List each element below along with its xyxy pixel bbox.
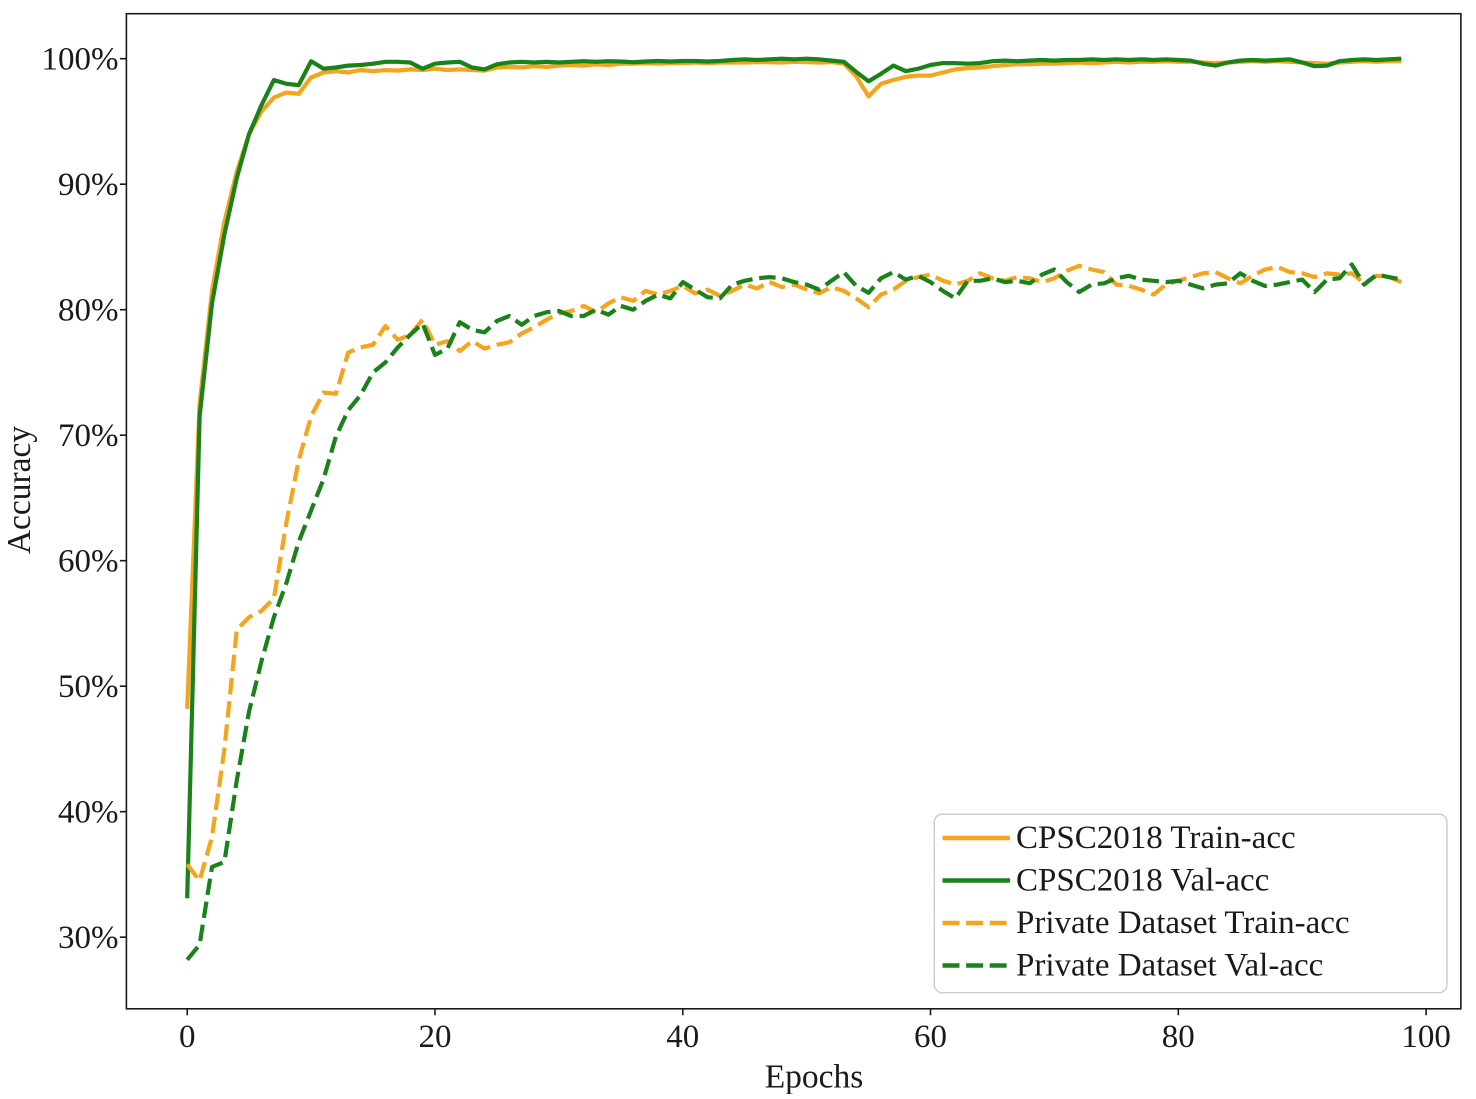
svg-text:0: 0: [179, 1019, 196, 1055]
svg-text:100%: 100%: [42, 42, 119, 78]
svg-text:Epochs: Epochs: [765, 1059, 864, 1095]
svg-text:CPSC2018 Train-acc: CPSC2018 Train-acc: [1016, 820, 1296, 856]
svg-text:CPSC2018 Val-acc: CPSC2018 Val-acc: [1016, 863, 1269, 899]
svg-text:20: 20: [419, 1019, 452, 1055]
svg-text:Accuracy: Accuracy: [1, 426, 38, 555]
svg-text:70%: 70%: [58, 418, 119, 454]
svg-text:40%: 40%: [58, 795, 119, 831]
svg-text:50%: 50%: [58, 669, 119, 705]
svg-text:80: 80: [1162, 1019, 1195, 1055]
svg-text:60%: 60%: [58, 544, 119, 580]
svg-text:Private Dataset Val-acc: Private Dataset Val-acc: [1016, 948, 1323, 984]
svg-text:90%: 90%: [58, 167, 119, 203]
svg-text:40: 40: [666, 1019, 699, 1055]
svg-text:Private Dataset Train-acc: Private Dataset Train-acc: [1016, 905, 1350, 941]
svg-text:100: 100: [1401, 1019, 1451, 1055]
svg-text:60: 60: [914, 1019, 947, 1055]
svg-text:80%: 80%: [58, 293, 119, 329]
svg-text:30%: 30%: [58, 920, 119, 956]
